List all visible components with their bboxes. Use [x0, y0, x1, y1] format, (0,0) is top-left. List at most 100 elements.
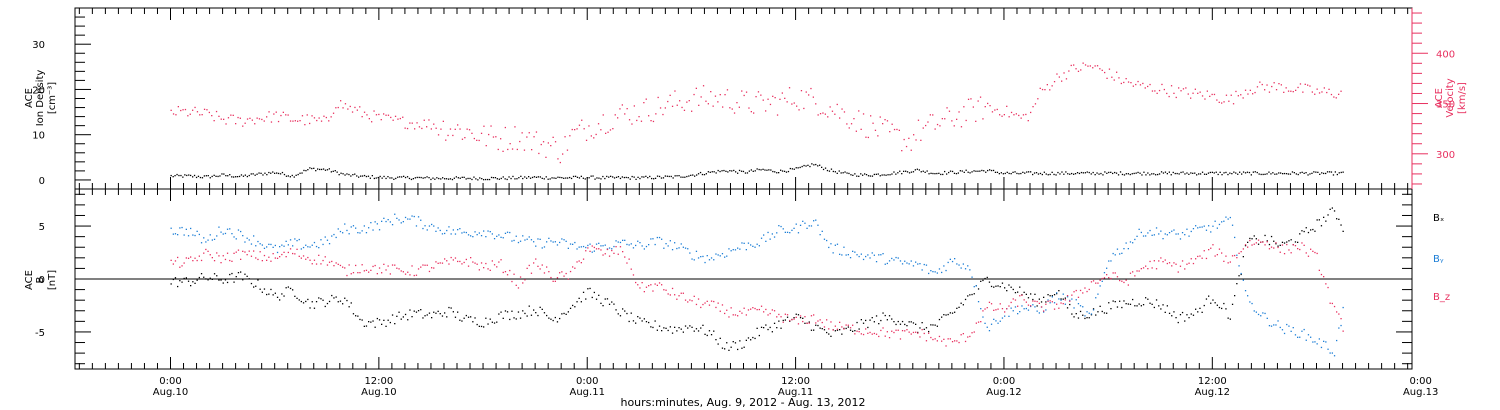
- by-point: [867, 254, 869, 256]
- by-point: [253, 235, 255, 237]
- density-point: [449, 178, 452, 180]
- bz-point: [1212, 244, 1214, 246]
- by-point: [810, 225, 813, 227]
- density-point: [403, 175, 405, 177]
- density-point: [1278, 172, 1280, 174]
- velocity-point: [223, 118, 225, 120]
- by-point: [945, 269, 947, 272]
- bz-point: [1260, 241, 1262, 243]
- velocity-point: [375, 114, 378, 116]
- bz-point: [1310, 248, 1312, 250]
- bz-point: [758, 308, 760, 311]
- velocity-point: [1087, 65, 1089, 67]
- velocity-point: [1161, 83, 1163, 86]
- bz-point: [988, 301, 991, 303]
- velocity-point: [1235, 90, 1237, 93]
- velocity-point: [256, 117, 258, 119]
- time-axis-caption: hours:minutes, Aug. 9, 2012 - Aug. 13, 2…: [620, 396, 865, 409]
- by-point: [331, 235, 333, 237]
- bz-point: [203, 252, 205, 254]
- density-point: [901, 173, 903, 175]
- bz-point: [463, 261, 465, 264]
- by-point: [1223, 220, 1225, 222]
- density-point: [1172, 171, 1174, 174]
- bx-point: [626, 312, 628, 315]
- bz-point: [1279, 251, 1281, 253]
- by-point: [739, 248, 741, 250]
- by-point: [591, 251, 593, 253]
- bx-point: [710, 334, 713, 336]
- by-point: [185, 228, 187, 230]
- bz-point: [743, 307, 745, 309]
- velocity-point: [927, 121, 929, 123]
- bx-point: [1314, 230, 1316, 232]
- density-point: [287, 175, 289, 177]
- by-point: [1158, 233, 1160, 235]
- density-point: [658, 175, 661, 178]
- bz-point: [799, 315, 802, 317]
- bx-point: [1092, 308, 1095, 310]
- bz-point: [515, 284, 517, 286]
- by-point: [266, 246, 268, 248]
- density-point: [834, 171, 836, 173]
- bz-point: [1292, 244, 1294, 246]
- by-point: [1333, 355, 1336, 357]
- bz-point: [1053, 308, 1056, 310]
- velocity-point: [516, 148, 518, 151]
- by-point: [1145, 235, 1147, 237]
- bz-point: [324, 256, 326, 258]
- bz-point: [1301, 242, 1303, 244]
- by-point: [361, 230, 363, 232]
- bz-point: [847, 324, 849, 326]
- density-point: [805, 165, 807, 167]
- density-point: [492, 177, 495, 179]
- bx-point: [1286, 241, 1288, 243]
- velocity-point: [1287, 90, 1290, 92]
- bx-point: [305, 300, 307, 303]
- bz-point: [674, 294, 676, 296]
- density-point: [1198, 173, 1200, 175]
- bx-point: [200, 273, 203, 275]
- bz-point: [1264, 244, 1266, 246]
- bz-point: [849, 327, 852, 329]
- bz-point: [823, 326, 826, 328]
- bz-point: [715, 306, 717, 309]
- by-point: [339, 230, 342, 233]
- velocity-point: [1144, 87, 1146, 89]
- velocity-point: [1182, 88, 1185, 90]
- bx-point: [409, 309, 411, 311]
- density-point: [985, 171, 987, 173]
- velocity-point: [251, 119, 253, 121]
- velocity-point: [349, 105, 351, 108]
- by-point: [912, 265, 915, 267]
- bx-point: [713, 330, 715, 332]
- bz-point: [1040, 306, 1043, 308]
- bz-point: [1333, 305, 1336, 308]
- bx-point: [385, 325, 387, 327]
- density-point: [1289, 173, 1292, 175]
- bz-point: [533, 262, 535, 264]
- bx-point: [1223, 302, 1225, 305]
- bx-point: [1145, 297, 1147, 299]
- density-point: [324, 169, 327, 171]
- bz-point: [901, 330, 904, 332]
- by-point: [949, 258, 951, 260]
- velocity-point: [335, 107, 337, 109]
- velocity-point: [683, 109, 686, 111]
- density-point: [336, 171, 338, 173]
- velocity-point: [936, 123, 939, 126]
- velocity-point: [960, 126, 963, 128]
- bx-point: [1336, 218, 1338, 220]
- velocity-point: [1151, 90, 1154, 92]
- bz-point: [491, 260, 493, 262]
- density-point: [903, 170, 905, 172]
- bx-point: [652, 326, 654, 329]
- bx-point: [266, 293, 268, 296]
- bz-point: [535, 258, 537, 260]
- density-point: [445, 178, 448, 180]
- bz-point: [997, 308, 999, 310]
- velocity-point: [383, 113, 385, 115]
- velocity-point: [571, 128, 573, 131]
- by-point: [760, 237, 763, 239]
- time-tick-label: 0:00: [1409, 376, 1431, 387]
